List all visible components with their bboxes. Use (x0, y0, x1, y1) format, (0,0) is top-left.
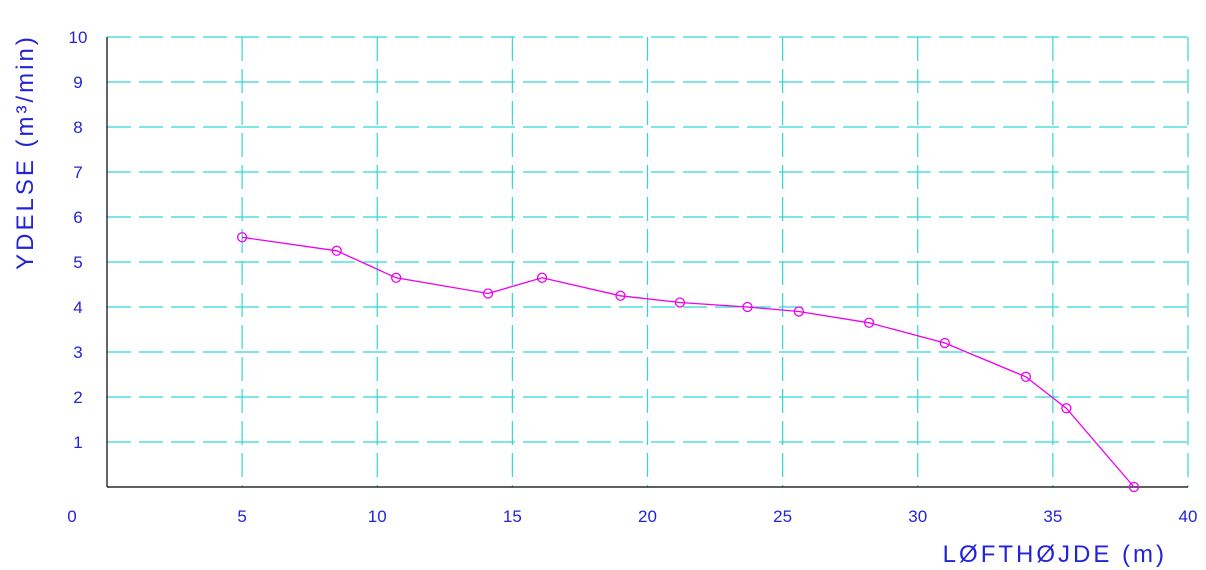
y-axis-title: YDELSE (m³/min) (12, 34, 39, 270)
x-tick-label: 15 (503, 507, 522, 526)
data-point (615, 290, 626, 301)
x-tick-labels: 5 10 15 20 25 30 35 40 (237, 507, 1197, 526)
y-tick-label: 4 (73, 298, 82, 317)
data-point (939, 337, 950, 349)
data-point (536, 272, 548, 283)
data-point (1061, 403, 1072, 414)
data-point (793, 306, 804, 317)
x-tick-label: 40 (1179, 507, 1198, 526)
x-tick-label: 10 (368, 507, 387, 526)
x-tick-label: 25 (773, 507, 792, 526)
data-point (742, 301, 753, 313)
y-tick-label: 9 (73, 73, 82, 92)
data-point (1020, 371, 1031, 382)
data-point (391, 272, 402, 283)
x-tick-label: 35 (1043, 507, 1062, 526)
data-point (674, 297, 686, 308)
axes (106, 37, 1188, 488)
y-tick-label: 8 (73, 118, 82, 137)
data-point (236, 232, 248, 243)
y-tick-label: 6 (73, 208, 82, 227)
x-axis-title: LØFTHØJDE (m) (943, 541, 1167, 568)
x-tick-label: 5 (237, 507, 246, 526)
y-tick-label: 10 (69, 28, 88, 47)
y-tick-label: 5 (73, 253, 82, 272)
y-tick-label: 3 (73, 343, 82, 362)
series (236, 232, 1140, 493)
data-point (482, 288, 494, 299)
y-tick-labels: 1 2 3 4 5 6 7 8 9 10 (69, 28, 88, 452)
series-line (242, 236, 1135, 488)
data-point (1128, 481, 1140, 493)
x-tick-label: 30 (908, 507, 927, 526)
data-point (863, 317, 875, 328)
grid (107, 36, 1189, 487)
data-point (331, 245, 342, 256)
y-tick-label: 2 (73, 388, 82, 407)
x-tick-label: 20 (638, 507, 657, 526)
origin-label: 0 (67, 507, 76, 526)
y-tick-label: 7 (73, 163, 82, 182)
y-tick-label: 1 (73, 433, 82, 452)
